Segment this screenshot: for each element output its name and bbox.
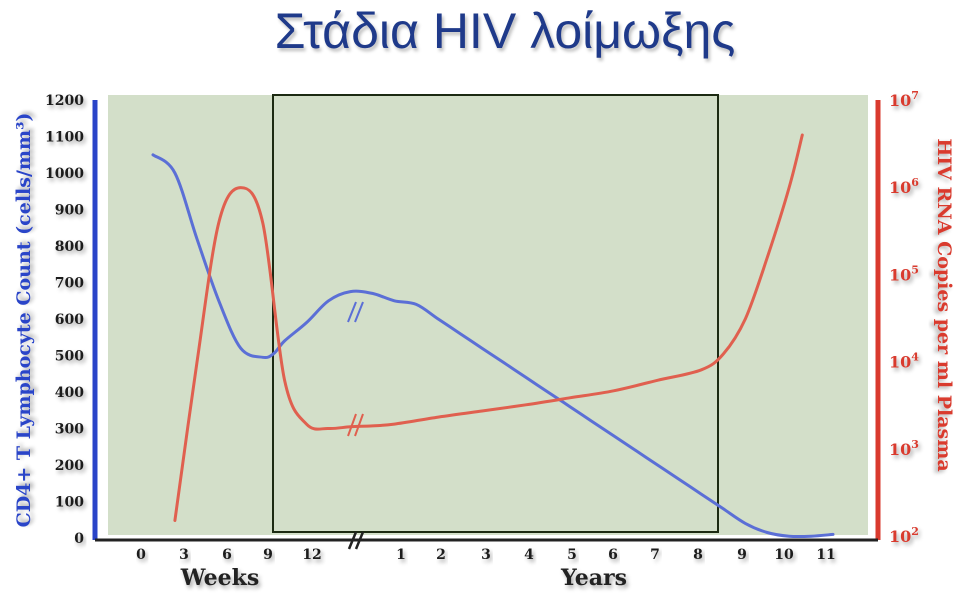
x-tick-labels: 0 3 6 9 12 1 2 3 4 5 6 7 8 9 10 11: [136, 547, 836, 563]
x-label-weeks: Weeks: [180, 565, 260, 591]
x-tick-label: 9: [263, 547, 273, 563]
x-tick-label: 12: [302, 547, 321, 563]
left-tick-label: 300: [55, 422, 84, 438]
x-label-years: Years: [560, 565, 627, 591]
y-label-right: HIV RNA Copies per ml Plasma: [933, 138, 955, 471]
left-tick-label: 0: [74, 531, 84, 547]
right-tick-label: 104: [889, 351, 919, 372]
x-tick-label: 4: [524, 547, 534, 563]
left-tick-label: 500: [55, 349, 84, 365]
right-tick-label: 103: [889, 438, 919, 459]
left-tick-label: 1000: [45, 166, 84, 182]
x-tick-label: 10: [774, 547, 794, 563]
left-tick-label: 800: [55, 239, 84, 255]
right-tick-label: 102: [889, 525, 919, 546]
x-tick-label: 8: [693, 547, 703, 563]
hiv-rna-line: [173, 133, 804, 522]
right-tick-label: 105: [889, 263, 919, 284]
plot-area: [108, 95, 868, 535]
cd4-curve-break: [347, 301, 364, 323]
x-tick-label: 3: [179, 547, 189, 563]
x-tick-label: 0: [136, 547, 146, 563]
right-tick-label: 106: [889, 176, 919, 197]
x-tick-label: 5: [567, 547, 577, 563]
chart-title: Στάδια HIV λοίμωξης: [274, 3, 736, 59]
x-tick-label: 6: [608, 547, 618, 563]
x-tick-label: 11: [816, 547, 835, 563]
x-tick-label: 9: [737, 547, 747, 563]
x-tick-label: 7: [650, 547, 660, 563]
x-axis-break: [347, 531, 365, 550]
rna-curve-break: [347, 413, 364, 437]
left-tick-label: 700: [55, 276, 84, 292]
left-tick-label: 400: [55, 385, 84, 401]
right-tick-label: 107: [889, 89, 919, 110]
x-tick-label: 3: [481, 547, 491, 563]
left-tick-label: 200: [55, 458, 84, 474]
left-tick-label: 1200: [45, 93, 84, 109]
y-label-left: CD4+ T Lymphocyte Count (cells/mm³): [13, 113, 35, 528]
latency-box: [272, 94, 719, 533]
x-tick-label: 6: [222, 547, 232, 563]
left-tick-label: 900: [55, 203, 84, 219]
series-layer: [151, 133, 835, 539]
right-tick-labels: 107 106 105 104 103 102: [889, 89, 919, 546]
x-tick-label: 2: [436, 547, 446, 563]
cd4-count-line: [151, 153, 835, 539]
left-tick-label: 100: [55, 495, 84, 511]
x-tick-label: 1: [396, 547, 406, 563]
left-tick-label: 600: [55, 312, 84, 328]
left-tick-label: 1100: [45, 130, 84, 146]
